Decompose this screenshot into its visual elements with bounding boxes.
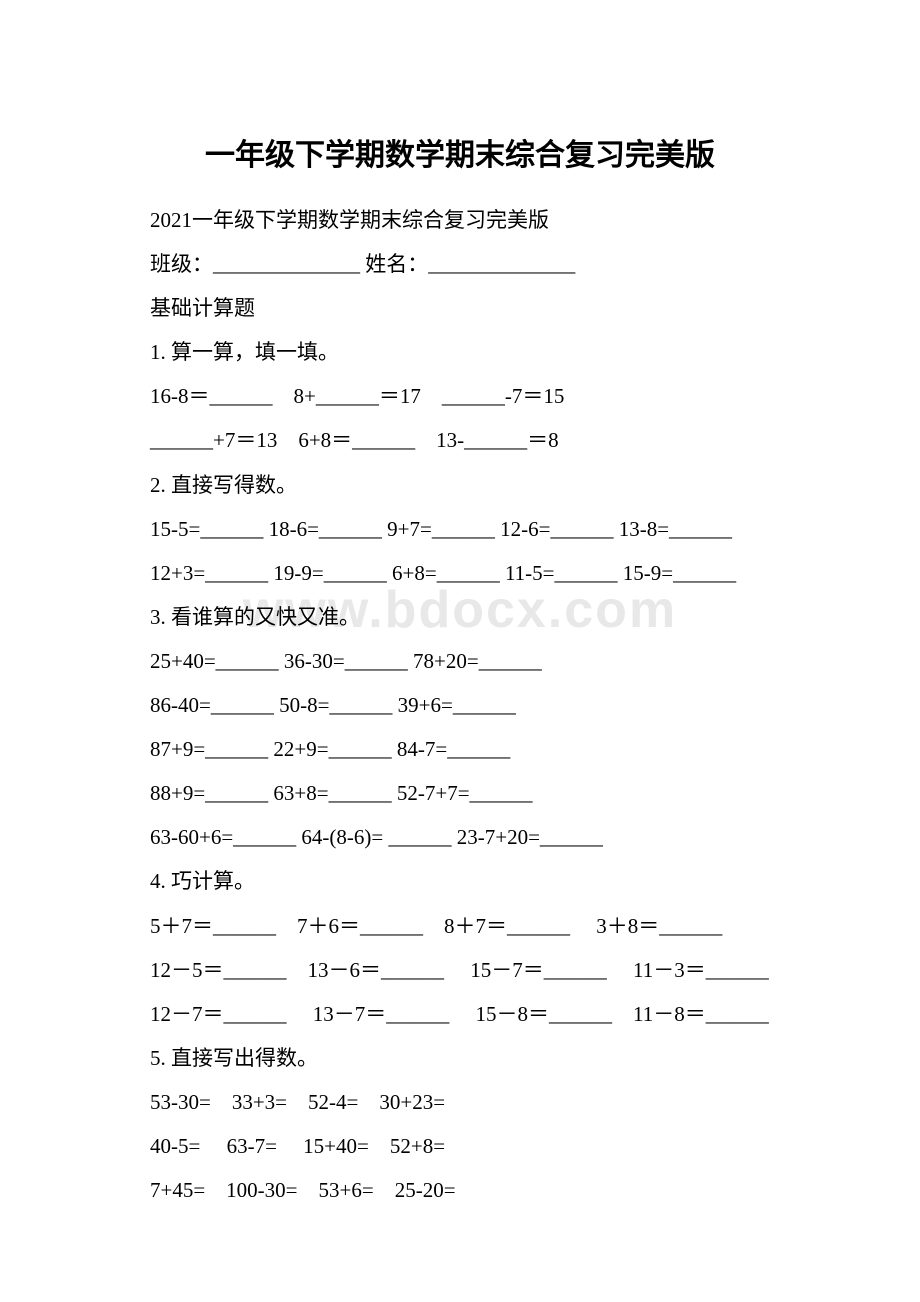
q5-line3: 7+45= 100-30= 53+6= 25-20= [150, 1168, 770, 1212]
subtitle: 2021一年级下学期数学期末综合复习完美版 [150, 198, 770, 242]
q2-line1: 15-5=______ 18-6=______ 9+7=______ 12-6=… [150, 507, 770, 551]
q2-header: 2. 直接写得数。 [150, 463, 770, 507]
q3-line1: 25+40=______ 36-30=______ 78+20=______ [150, 639, 770, 683]
q3-line4: 88+9=______ 63+8=______ 52-7+7=______ [150, 771, 770, 815]
q3-line5: 63-60+6=______ 64-(8-6)= ______ 23-7+20=… [150, 815, 770, 859]
class-name-row: 班级：______________ 姓名：______________ [150, 242, 770, 286]
name-label: 姓名： [360, 252, 428, 276]
section-header: 基础计算题 [150, 286, 770, 330]
q4-line3: 12－7＝______ 13－7＝______ 15－8＝______ 11－8… [150, 992, 770, 1036]
class-label: 班级： [150, 252, 213, 276]
q5-line2: 40-5= 63-7= 15+40= 52+8= [150, 1124, 770, 1168]
q3-line2: 86-40=______ 50-8=______ 39+6=______ [150, 683, 770, 727]
q5-header: 5. 直接写出得数。 [150, 1036, 770, 1080]
q3-header: 3. 看谁算的又快又准。 [150, 595, 770, 639]
q2-line2: 12+3=______ 19-9=______ 6+8=______ 11-5=… [150, 551, 770, 595]
q4-header: 4. 巧计算。 [150, 859, 770, 903]
document-content: 一年级下学期数学期末综合复习完美版 2021一年级下学期数学期末综合复习完美版 … [150, 130, 770, 1212]
q4-line2: 12－5＝______ 13－6＝______ 15－7＝______ 11－3… [150, 948, 770, 992]
q1-line2: ______+7＝13 6+8＝______ 13-______＝8 [150, 418, 770, 462]
q3-line3: 87+9=______ 22+9=______ 84-7=______ [150, 727, 770, 771]
q5-line1: 53-30= 33+3= 52-4= 30+23= [150, 1080, 770, 1124]
q4-line1: 5＋7＝______ 7＋6＝______ 8＋7＝______ 3＋8＝___… [150, 904, 770, 948]
q1-header: 1. 算一算，填一填。 [150, 330, 770, 374]
page-title: 一年级下学期数学期末综合复习完美版 [150, 130, 770, 174]
q1-line1: 16-8＝______ 8+______＝17 ______-7＝15 [150, 374, 770, 418]
